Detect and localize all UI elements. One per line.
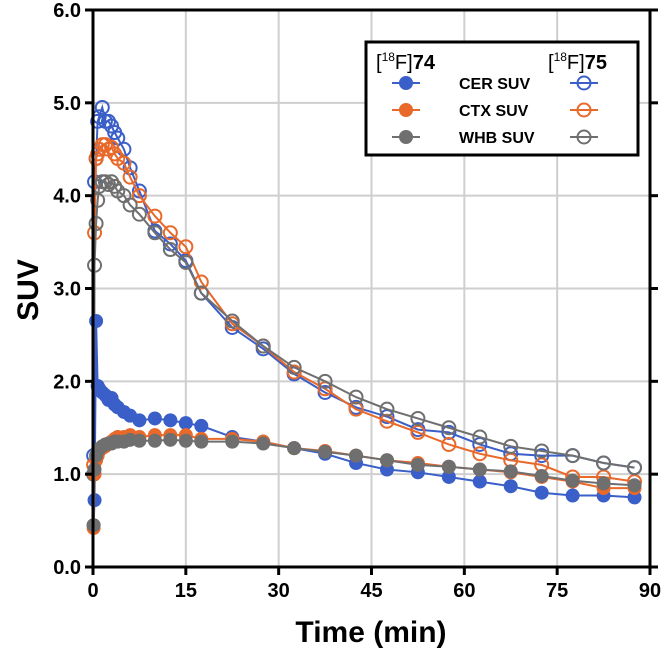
- data-point: [132, 433, 147, 448]
- data-point: [131, 206, 147, 222]
- data-point: [178, 255, 194, 271]
- y-tick-label: 3.0: [53, 279, 81, 301]
- legend: [18F]74 [18F]75 CER SUV CTX SUV WHB SUV: [364, 40, 640, 157]
- data-point: [472, 474, 487, 489]
- data-point: [318, 444, 333, 459]
- data-point: [162, 242, 178, 258]
- x-tick-label: 60: [453, 580, 475, 602]
- x-tick-label: 30: [268, 580, 290, 602]
- x-axis-label: Time (min): [295, 616, 446, 649]
- legend-label-ctx: CTX SUV: [459, 103, 529, 120]
- data-point: [256, 436, 271, 451]
- data-point: [147, 208, 163, 224]
- legend-marker-filled: [399, 130, 413, 144]
- data-point: [441, 459, 456, 474]
- series-open-5: [86, 174, 643, 482]
- data-point: [441, 436, 457, 452]
- data-point: [565, 448, 581, 464]
- data-point: [410, 457, 425, 472]
- data-point: [379, 453, 394, 468]
- data-point: [87, 257, 103, 273]
- data-point: [627, 460, 643, 476]
- series-filled-2: [86, 432, 642, 533]
- legend-group-74: [18F]74: [376, 50, 436, 74]
- data-point: [348, 389, 364, 405]
- data-point: [224, 313, 240, 329]
- y-tick-label: 2.0: [53, 371, 81, 393]
- legend-marker-open: [576, 75, 592, 91]
- data-point: [147, 225, 163, 241]
- x-tick-label: 15: [175, 580, 197, 602]
- data-point: [472, 446, 488, 462]
- data-point: [565, 473, 580, 488]
- data-point: [131, 183, 147, 199]
- data-point: [178, 416, 193, 431]
- legend-label-cer: CER SUV: [459, 76, 530, 93]
- x-tick-label: 90: [639, 580, 661, 602]
- data-point: [255, 338, 271, 354]
- data-point: [627, 478, 642, 493]
- data-point: [410, 410, 426, 426]
- data-point: [534, 485, 549, 500]
- data-point: [132, 413, 147, 428]
- data-point: [194, 418, 209, 433]
- data-point: [472, 429, 488, 445]
- data-point: [94, 99, 110, 115]
- data-point: [317, 373, 333, 389]
- legend-group-75: [18F]75: [548, 50, 607, 74]
- series-line: [92, 434, 635, 529]
- y-tick-label: 6.0: [53, 0, 81, 22]
- x-tick-label: 45: [360, 580, 382, 602]
- legend-label-whb: WHB SUV: [459, 130, 535, 147]
- data-point: [147, 433, 162, 448]
- data-point: [503, 464, 518, 479]
- data-point: [472, 462, 487, 477]
- data-point: [90, 192, 106, 208]
- data-point: [116, 155, 132, 171]
- data-point: [565, 488, 580, 503]
- axes: 0 15 30 45 60 75 90 0.0 1.0 2.0 3.0 4.0 5.0 6.0: [53, 0, 661, 602]
- legend-marker-filled: [399, 76, 413, 90]
- data-point: [122, 197, 138, 213]
- data-point: [534, 448, 550, 464]
- data-point: [122, 169, 138, 185]
- data-point: [503, 438, 519, 454]
- data-point: [286, 364, 302, 380]
- legend-marker-open: [576, 129, 592, 145]
- data-point: [88, 216, 104, 232]
- data-point: [194, 434, 209, 449]
- plot-frame: [91, 8, 652, 569]
- x-tick-label: 0: [87, 580, 98, 602]
- data-point: [193, 285, 209, 301]
- data-point: [147, 411, 162, 426]
- data-point: [225, 434, 240, 449]
- data-point: [97, 174, 113, 190]
- y-tick-label: 0.0: [53, 557, 81, 579]
- y-axis-label: SUV: [12, 259, 45, 321]
- x-tick-label: 75: [546, 580, 568, 602]
- legend-marker-filled: [399, 103, 413, 117]
- data-point: [178, 433, 193, 448]
- data-point: [286, 359, 302, 375]
- y-tick-label: 1.0: [53, 464, 81, 486]
- y-tick-label: 4.0: [53, 186, 81, 208]
- data-point: [379, 401, 395, 417]
- data-point: [596, 455, 612, 471]
- y-tick-label: 5.0: [53, 93, 81, 115]
- data-point: [287, 441, 302, 456]
- data-point: [178, 239, 194, 255]
- data-point: [349, 448, 364, 463]
- data-point: [596, 476, 611, 491]
- data-point: [131, 188, 147, 204]
- data-point: [534, 469, 549, 484]
- data-point: [534, 443, 550, 459]
- data-point: [163, 432, 178, 447]
- data-point: [503, 479, 518, 494]
- legend-marker-open: [576, 102, 592, 118]
- data-point: [162, 225, 178, 241]
- data-point: [441, 420, 457, 436]
- data-point: [163, 413, 178, 428]
